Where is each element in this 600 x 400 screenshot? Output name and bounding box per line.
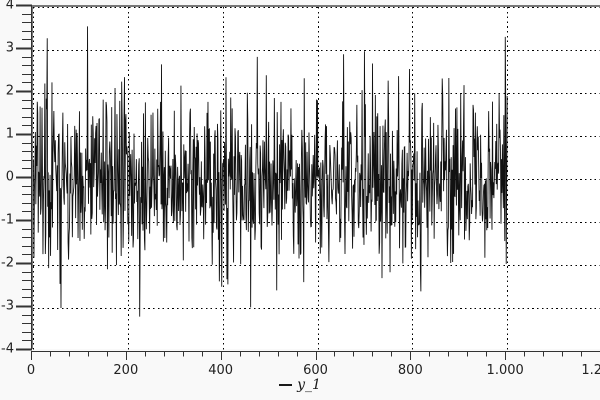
y-tick-label: 0 (5, 169, 14, 185)
y-tick-label: 2 (5, 83, 14, 99)
x-tick-label: 200 (113, 363, 139, 378)
y-tick-label: -3 (1, 298, 14, 314)
x-tick-label: 600 (303, 363, 328, 378)
y-tick-label: -4 (1, 341, 14, 357)
y-tick-label: 1 (5, 126, 14, 142)
x-tick-label: 400 (208, 363, 234, 378)
y-tick-label: -2 (1, 255, 14, 271)
y-tick-label: 4 (5, 0, 14, 13)
y-tick-label: 3 (5, 40, 14, 56)
data-series-y1 (33, 26, 508, 317)
y-axis-ticks (16, 4, 33, 351)
y-tick-label: -1 (1, 212, 14, 228)
x-axis-ticks (30, 350, 600, 360)
legend: y_1 (0, 378, 600, 392)
x-tick-label: 1.200 (581, 363, 600, 378)
plot-canvas (33, 7, 600, 351)
legend-label-y1: y_1 (297, 377, 321, 393)
x-tick-label: 0 (26, 363, 36, 378)
legend-line-marker (279, 384, 293, 386)
x-tick-label: 1.000 (486, 363, 524, 378)
plot-area (31, 5, 600, 351)
x-tick-label: 800 (397, 363, 423, 378)
